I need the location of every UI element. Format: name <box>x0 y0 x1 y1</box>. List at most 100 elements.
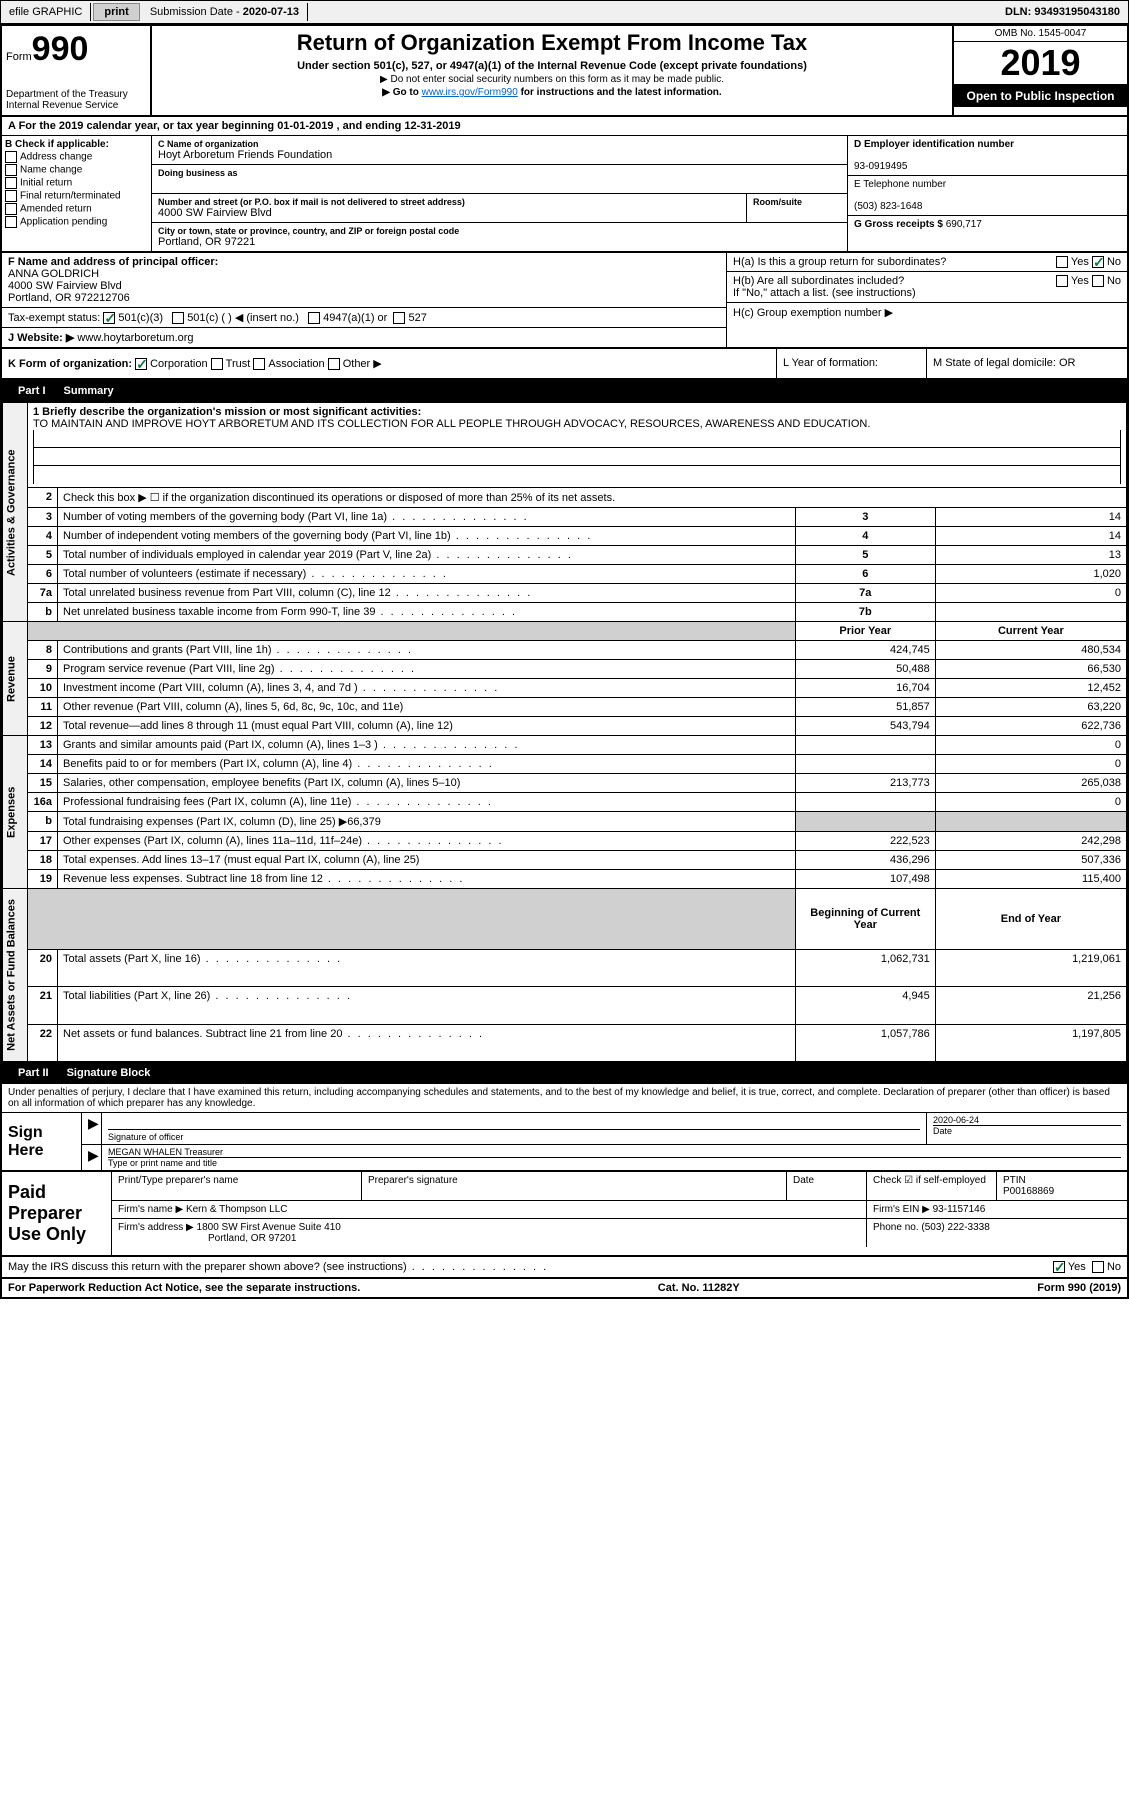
prior-16a <box>795 793 935 812</box>
line-18: Total expenses. Add lines 13–17 (must eq… <box>58 851 796 870</box>
check-initial[interactable]: Initial return <box>5 177 148 189</box>
curr-20: 1,219,061 <box>935 950 1126 987</box>
klm-row: K Form of organization: Corporation Trus… <box>2 347 1127 380</box>
ha-no[interactable] <box>1092 256 1104 268</box>
part2-header: Part II Signature Block <box>2 1062 1127 1084</box>
footer-right: Form 990 (2019) <box>1037 1282 1121 1294</box>
val-4: 14 <box>935 527 1126 546</box>
discuss-text: May the IRS discuss this return with the… <box>8 1261 1053 1273</box>
org-name-label: C Name of organization <box>158 139 841 149</box>
open-public: Open to Public Inspection <box>954 85 1127 107</box>
prep-label: Paid Preparer Use Only <box>2 1172 112 1255</box>
check-name[interactable]: Name change <box>5 164 148 176</box>
efile-label: efile GRAPHIC <box>1 3 91 21</box>
prior-17: 222,523 <box>795 832 935 851</box>
signature-declaration: Under penalties of perjury, I declare th… <box>2 1084 1127 1113</box>
check-corp[interactable] <box>135 358 147 370</box>
line-16b: Total fundraising expenses (Part IX, col… <box>58 812 796 832</box>
prep-name-label: Print/Type preparer's name <box>112 1172 362 1200</box>
curr-13: 0 <box>935 736 1126 755</box>
box-c: C Name of organization Hoyt Arboretum Fr… <box>152 136 847 251</box>
phone-label: E Telephone number <box>854 179 946 190</box>
section-rev: Revenue <box>3 622 28 736</box>
discuss-no[interactable] <box>1092 1261 1104 1273</box>
part2-num: Part II <box>10 1065 57 1081</box>
header-right: OMB No. 1545-0047 2019 Open to Public In… <box>952 26 1127 115</box>
section-ag: Activities & Governance <box>3 403 28 622</box>
hb-yes[interactable] <box>1056 275 1068 287</box>
prior-9: 50,488 <box>795 660 935 679</box>
check-assoc[interactable] <box>253 358 265 370</box>
curr-16a: 0 <box>935 793 1126 812</box>
curr-8: 480,534 <box>935 641 1126 660</box>
line-12: Total revenue—add lines 8 through 11 (mu… <box>58 717 796 736</box>
print-button[interactable]: print <box>93 3 139 21</box>
submission-date: Submission Date - 2020-07-13 <box>142 3 308 21</box>
curr-15: 265,038 <box>935 774 1126 793</box>
summary-table: Activities & Governance 1 Briefly descri… <box>2 402 1127 1062</box>
info-grid: B Check if applicable: Address change Na… <box>2 136 1127 253</box>
signer-name: MEGAN WHALEN Treasurer <box>108 1147 1121 1157</box>
department: Department of the Treasury Internal Reve… <box>6 89 146 111</box>
check-other[interactable] <box>328 358 340 370</box>
line-21: Total liabilities (Part X, line 26) <box>58 987 796 1024</box>
prep-sig-label: Preparer's signature <box>362 1172 787 1200</box>
form-title: Return of Organization Exempt From Incom… <box>156 30 948 56</box>
header-left: Form990 Department of the Treasury Inter… <box>2 26 152 115</box>
check-pending[interactable]: Application pending <box>5 216 148 228</box>
line-16a: Professional fundraising fees (Part IX, … <box>58 793 796 812</box>
line-8: Contributions and grants (Part VIII, lin… <box>58 641 796 660</box>
form-header: Form990 Department of the Treasury Inter… <box>2 26 1127 117</box>
box-b: B Check if applicable: Address change Na… <box>2 136 152 251</box>
ein-label: D Employer identification number <box>854 139 1014 150</box>
prior-12: 543,794 <box>795 717 935 736</box>
discuss-yes[interactable] <box>1053 1261 1065 1273</box>
website-value: www.hoytarboretum.org <box>77 332 193 344</box>
hb-note: If "No," attach a list. (see instruction… <box>733 287 916 299</box>
check-4947[interactable] <box>308 312 320 324</box>
line-7a: Total unrelated business revenue from Pa… <box>58 584 796 603</box>
section-exp: Expenses <box>3 736 28 889</box>
irs-link[interactable]: www.irs.gov/Form990 <box>422 87 518 98</box>
line-11: Other revenue (Part VIII, column (A), li… <box>58 698 796 717</box>
tax-exempt-row: Tax-exempt status: 501(c)(3) 501(c) ( ) … <box>2 308 726 328</box>
arrow-icon: ▶ <box>88 1115 99 1131</box>
lower-info: F Name and address of principal officer:… <box>2 253 1127 347</box>
part2-name: Signature Block <box>67 1067 151 1079</box>
check-501c3[interactable] <box>103 312 115 324</box>
header-current: Current Year <box>935 622 1126 641</box>
check-527[interactable] <box>393 312 405 324</box>
prior-22: 1,057,786 <box>795 1024 935 1061</box>
dba-row: Doing business as <box>152 165 847 194</box>
curr-18: 507,336 <box>935 851 1126 870</box>
box-g: G Gross receipts $ 690,717 <box>848 216 1127 233</box>
hb-no[interactable] <box>1092 275 1104 287</box>
city-state-zip: Portland, OR 97221 <box>158 236 841 248</box>
check-final[interactable]: Final return/terminated <box>5 190 148 202</box>
prior-8: 424,745 <box>795 641 935 660</box>
org-name: Hoyt Arboretum Friends Foundation <box>158 149 841 161</box>
check-amended[interactable]: Amended return <box>5 203 148 215</box>
form-number: 990 <box>32 30 89 68</box>
instruction-1: ▶ Do not enter social security numbers o… <box>156 74 948 85</box>
right-boxes: D Employer identification number 93-0919… <box>847 136 1127 251</box>
check-501c[interactable] <box>172 312 184 324</box>
arrow-icon: ▶ <box>88 1147 99 1163</box>
check-trust[interactable] <box>211 358 223 370</box>
ha-yes[interactable] <box>1056 256 1068 268</box>
line-10: Investment income (Part VIII, column (A)… <box>58 679 796 698</box>
form-990: Form990 Department of the Treasury Inter… <box>0 24 1129 1299</box>
line-4: Number of independent voting members of … <box>58 527 796 546</box>
curr-21: 21,256 <box>935 987 1126 1024</box>
header-end: End of Year <box>935 889 1126 950</box>
header-prior: Prior Year <box>795 622 935 641</box>
prior-20: 1,062,731 <box>795 950 935 987</box>
line-15: Salaries, other compensation, employee b… <box>58 774 796 793</box>
part1-num: Part I <box>10 383 54 399</box>
footer-mid: Cat. No. 11282Y <box>658 1282 740 1294</box>
section-na: Net Assets or Fund Balances <box>3 889 28 1062</box>
sig-date-label: Date <box>933 1126 952 1136</box>
spacer <box>308 9 997 15</box>
prep-selfemployed: Check ☑ if self-employed <box>867 1172 997 1200</box>
check-address[interactable]: Address change <box>5 151 148 163</box>
